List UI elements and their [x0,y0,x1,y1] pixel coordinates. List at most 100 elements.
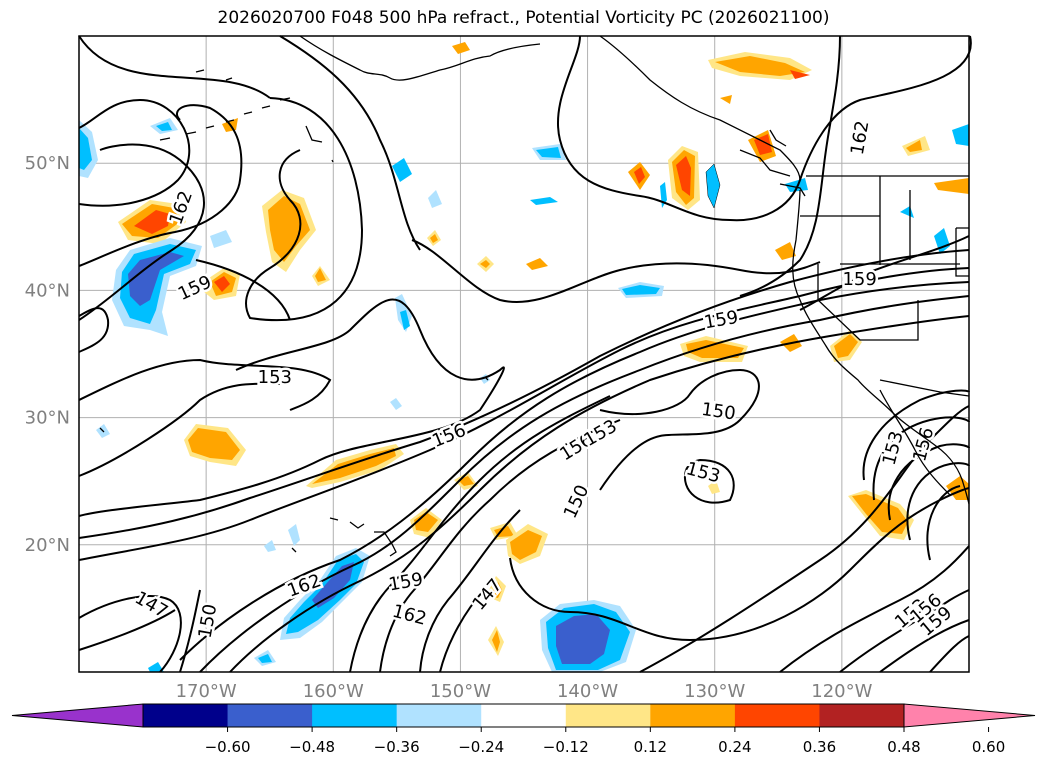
x-tick-label: 150°W [430,681,491,702]
colorbar-tick-label: −0.60 [205,738,251,756]
pv-fill [634,167,645,184]
colorbar-segment [650,704,736,727]
pv-fill [715,56,805,76]
pv-fill [705,163,721,209]
pv-fill [390,398,402,410]
colorbar-segment [143,704,229,727]
x-axis-labels: 170°W 160°W 150°W 140°W 130°W 120°W [176,681,873,702]
chart-title: 2026020700 F048 500 hPa refract., Potent… [217,8,830,28]
coastline-alaska [299,35,541,81]
refractivity-contours [78,35,972,673]
contour-line [78,143,205,321]
colorbar-tick-label: −0.12 [543,738,589,756]
colorbar-tick-label: 0.60 [972,738,1005,756]
pv-fill [686,340,744,358]
pv-fill [775,242,796,260]
colorbar-outline [142,703,905,728]
contour-line [78,35,271,99]
colorbar-tick-label: −0.24 [458,738,504,756]
y-tick-label: 20°N [25,535,70,556]
colorbar-segment [481,704,567,727]
contour-line [279,35,421,251]
pv-fill [510,530,542,560]
contour-line [229,315,970,673]
colorbar-extend-high [903,703,1036,728]
coastline-baja [879,389,951,496]
colorbar-tick-label: 0.24 [718,738,751,756]
contour-line [78,298,505,517]
map-frame [78,35,970,673]
colorbar-segment [734,704,820,727]
pv-fill [288,524,300,546]
colorbar-tick-label: −0.48 [289,738,335,756]
colorbar-tick-label: −0.36 [374,738,420,756]
colorbar-extend-low [11,703,144,728]
contour-label-text: 159 [842,269,876,290]
contour-line [872,416,970,501]
colorbar-segment [396,704,482,727]
coastline-small-islands [99,377,489,553]
pv-fill [706,164,720,208]
contour-line [683,458,735,504]
pv-fill [128,252,184,306]
contour-line [411,239,821,303]
pv-fill [708,480,720,494]
colorbar-tick-label: 0.12 [634,738,667,756]
contour-line [419,509,521,673]
pv-fill [214,276,230,292]
contour-line [78,104,243,267]
coastline-aleutians [159,69,334,163]
x-tick-label: 130°W [684,681,745,702]
pv-fill [430,234,438,243]
map-background [79,36,969,672]
pv-fill [490,582,502,598]
state-border [800,176,970,397]
y-tick-label: 50°N [25,153,70,174]
pv-fill [530,197,558,205]
coastlines [99,35,970,557]
pv-fill [315,268,326,282]
colorbar: −0.60 −0.48 −0.36 −0.24 −0.12 0.12 0.24 0.36 0.4… [11,703,1036,756]
y-axis-labels: 20°N 30°N 40°N 50°N [25,153,70,556]
contour-line [78,595,182,673]
y-tick-label: 30°N [25,408,70,429]
contour-line [78,382,281,477]
pv-fill [79,128,92,170]
x-tick-label: 170°W [176,681,237,702]
contour-line [799,235,970,311]
pv-fill [676,156,691,196]
pv-fill [188,428,240,460]
pv-fill [148,662,164,672]
pv-fill [480,260,490,268]
colorbar-segment [227,704,313,727]
pv-fill [400,310,410,330]
contour-line [929,635,970,673]
contour-line [379,419,621,673]
contour-line [349,395,611,673]
pv-fill [264,540,276,552]
pv-fill [312,562,354,608]
pv-fill [492,630,500,652]
contour-line [739,35,841,297]
pv-fill [526,258,548,270]
pv-fill [934,178,969,194]
contour-line [245,97,364,322]
x-tick-label: 120°W [811,681,872,702]
contour-line [78,98,191,207]
contour-line [926,485,961,561]
colorbar-tick-label: 0.48 [887,738,920,756]
pv-fill [852,494,908,534]
pv-fill [210,230,232,248]
contour-line [887,443,970,521]
colorbar-segment [819,704,905,727]
contour-line [179,589,201,673]
contour-line [439,589,485,673]
contour-line [779,545,970,673]
contour-line [906,462,970,541]
pv-fill [790,70,810,79]
contour-line [879,619,970,673]
contour-line [639,405,970,673]
pv-fill [906,140,922,152]
